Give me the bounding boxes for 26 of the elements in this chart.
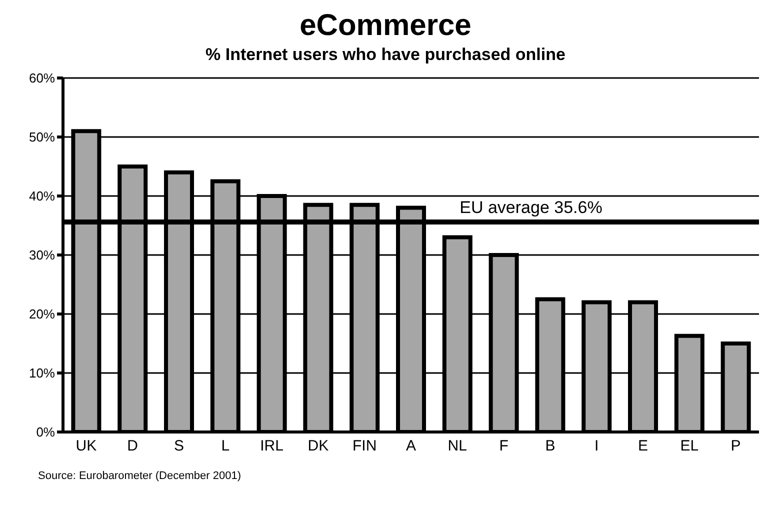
x-tick-label: E — [638, 438, 648, 455]
source-note: Source: Eurobarometer (December 2001) — [38, 470, 242, 482]
x-tick-label: NL — [448, 438, 467, 455]
ref-line-label: EU average 35.6% — [460, 198, 602, 218]
y-tick-label: 10% — [28, 366, 56, 381]
x-tick-label: UK — [76, 438, 97, 455]
y-tick-label: 20% — [28, 306, 56, 322]
y-tick-label: 40% — [28, 188, 56, 204]
x-tick-label: DK — [308, 438, 329, 455]
x-tick-label: F — [499, 438, 508, 455]
x-tick-label: D — [127, 438, 138, 455]
x-tick-label: A — [406, 438, 416, 455]
x-tick-label: FIN — [352, 438, 377, 455]
x-tick-label: L — [221, 438, 230, 455]
y-tick-label: 30% — [28, 248, 56, 263]
x-tick-label: I — [594, 438, 599, 455]
chart-subtitle: % Internet users who have purchased online — [204, 44, 566, 66]
y-tick-label: 0% — [36, 424, 56, 440]
x-tick-label: P — [730, 438, 741, 455]
x-tick-label: B — [545, 438, 556, 455]
x-tick-label: IRL — [260, 438, 284, 455]
x-tick-label: EL — [680, 438, 699, 455]
x-tick-label: S — [174, 438, 184, 455]
y-tick-label: 50% — [28, 130, 56, 145]
y-tick-label: 60% — [28, 70, 56, 86]
chart-title: eCommerce — [298, 8, 472, 44]
